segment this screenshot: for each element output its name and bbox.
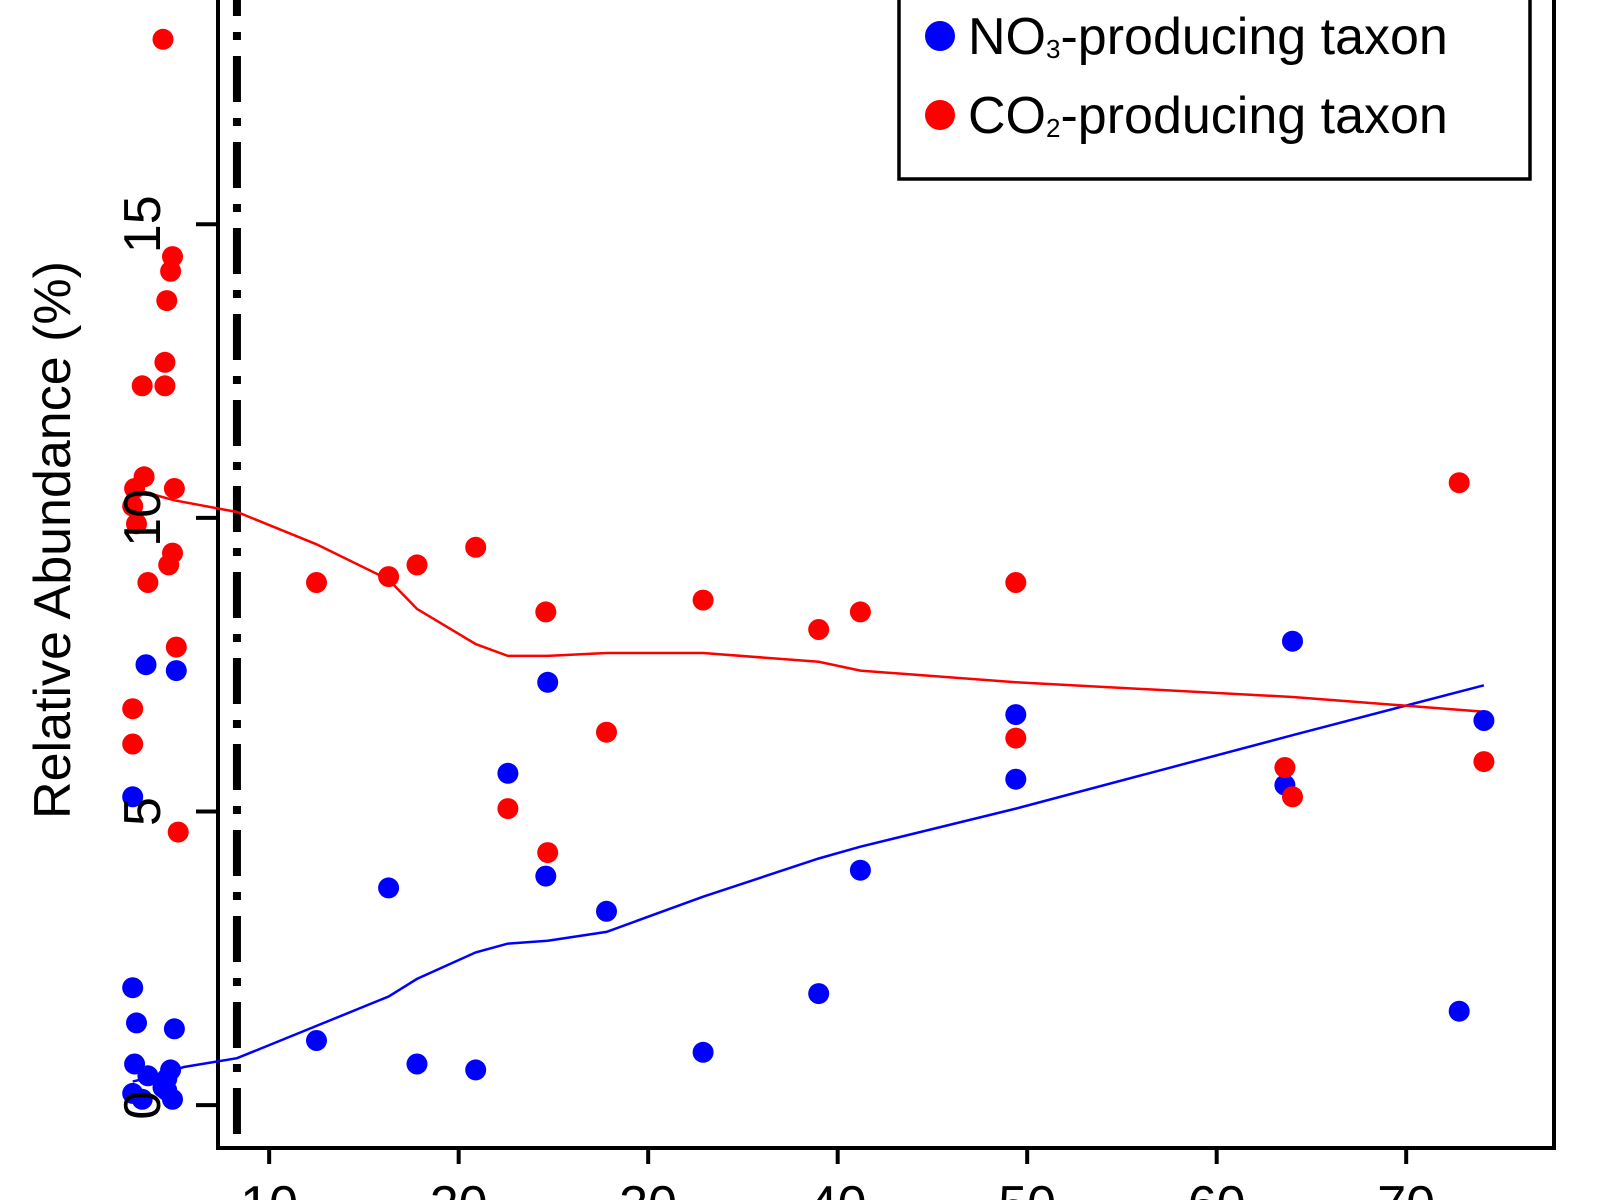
- x-tick-label: 60: [1188, 1176, 1246, 1200]
- y-tick-label: 10: [114, 489, 172, 547]
- point-no3: [131, 1088, 153, 1110]
- point-no3: [163, 1018, 185, 1040]
- point-co2: [126, 513, 147, 535]
- trend-lines: [132, 490, 1485, 1083]
- point-no3: [1473, 710, 1495, 731]
- trend-line-no3: [132, 684, 1485, 1083]
- point-no3: [1448, 1000, 1470, 1022]
- point-co2: [1005, 572, 1027, 593]
- point-no3: [122, 977, 144, 999]
- point-co2: [849, 601, 871, 623]
- x-tick-label: 70: [1377, 1176, 1435, 1200]
- point-no3: [306, 1030, 327, 1051]
- point-co2: [122, 495, 144, 517]
- point-co2: [406, 554, 428, 576]
- point-co2: [692, 589, 714, 611]
- point-co2: [152, 28, 174, 50]
- legend: NO3-producing taxon CO2-producing taxon: [897, 0, 1532, 181]
- trend-line-co2: [141, 490, 1484, 713]
- point-co2: [122, 733, 144, 755]
- point-no3: [596, 900, 617, 922]
- point-no3: [1282, 630, 1303, 652]
- point-co2: [1282, 786, 1303, 808]
- legend-box: [897, 0, 1532, 181]
- point-co2: [306, 572, 327, 593]
- point-co2: [1473, 751, 1495, 773]
- point-no3: [692, 1041, 714, 1063]
- point-no3: [535, 865, 557, 887]
- point-no3: [497, 762, 519, 784]
- point-co2: [163, 478, 185, 499]
- point-no3: [808, 983, 830, 1005]
- plot-border: [216, 0, 1556, 1150]
- legend-marker: [925, 100, 955, 130]
- point-co2: [1274, 757, 1296, 778]
- x-tick-label: 50: [998, 1176, 1056, 1200]
- legend-marker: [925, 21, 955, 51]
- point-co2: [156, 290, 178, 312]
- point-co2: [465, 536, 487, 558]
- point-no3: [1005, 704, 1027, 726]
- x-tick-label: 10: [240, 1176, 298, 1200]
- point-co2: [162, 542, 183, 564]
- point-co2: [1005, 727, 1027, 749]
- point-no3: [1005, 768, 1027, 790]
- point-no3: [137, 1065, 159, 1087]
- point-co2: [596, 721, 617, 743]
- point-co2: [154, 375, 176, 397]
- legend-label-co2: CO2-producing taxon: [968, 87, 1448, 145]
- legend-label-no3: NO3-producing taxon: [968, 8, 1448, 66]
- point-co2: [167, 821, 189, 843]
- point-no3: [465, 1059, 487, 1081]
- point-no3: [537, 671, 559, 693]
- plot-frame: [216, 0, 1556, 1150]
- y-axis: 0 5 10 15: [114, 195, 218, 1120]
- y-axis-label: Relative Abundance (%): [24, 261, 82, 819]
- point-co2: [122, 698, 144, 720]
- point-co2: [537, 842, 559, 864]
- point-no3: [406, 1053, 428, 1075]
- point-co2: [165, 636, 187, 658]
- point-co2: [1448, 472, 1470, 494]
- point-co2: [497, 798, 519, 820]
- point-no3: [160, 1059, 182, 1081]
- point-no3: [849, 859, 871, 881]
- point-co2: [162, 246, 183, 268]
- point-co2: [535, 601, 557, 623]
- point-co2: [137, 572, 159, 593]
- point-no3: [165, 660, 187, 682]
- point-no3: [122, 786, 144, 808]
- point-co2: [131, 375, 153, 397]
- x-tick-label: 20: [430, 1176, 488, 1200]
- y-tick-label: 5: [114, 797, 172, 826]
- point-no3: [126, 1012, 147, 1034]
- x-axis: 10 20 30 40 50 60 70: [240, 1148, 1435, 1200]
- point-co2: [154, 351, 176, 373]
- point-no3: [378, 877, 400, 899]
- point-no3: [162, 1088, 183, 1110]
- x-tick-label: 30: [619, 1176, 677, 1200]
- y-tick-label: 15: [114, 195, 172, 253]
- point-co2: [808, 619, 830, 640]
- data-points: [122, 28, 1495, 1110]
- y-tick-label: 0: [114, 1091, 172, 1120]
- point-co2: [133, 466, 155, 488]
- x-tick-label: 40: [809, 1176, 867, 1200]
- point-no3: [135, 654, 157, 676]
- point-co2: [378, 566, 400, 588]
